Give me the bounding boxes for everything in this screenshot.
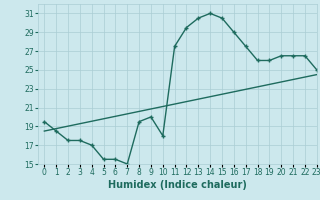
X-axis label: Humidex (Indice chaleur): Humidex (Indice chaleur)	[108, 180, 247, 190]
